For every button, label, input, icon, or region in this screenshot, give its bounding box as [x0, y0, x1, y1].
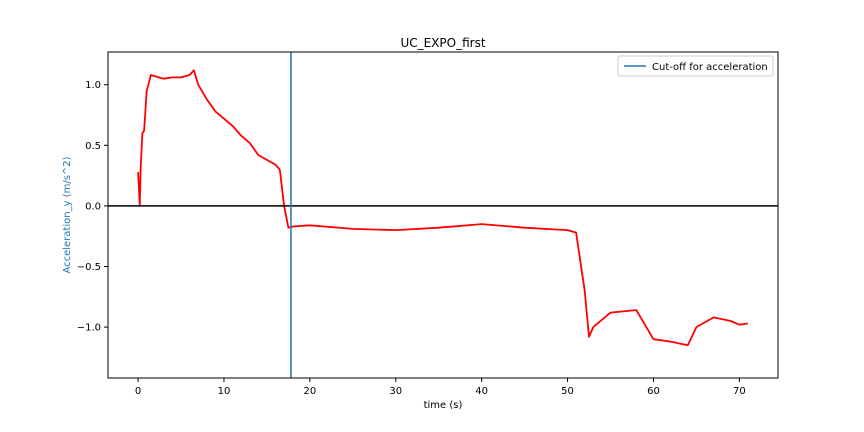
x-tick-label: 60 — [647, 386, 660, 397]
x-tick-label: 30 — [389, 386, 402, 397]
y-tick-label: 0.5 — [85, 141, 101, 152]
legend-label: Cut-off for acceleration — [652, 62, 768, 73]
x-tick-label: 70 — [733, 386, 746, 397]
x-tick-label: 0 — [135, 386, 141, 397]
plot-frame — [107, 51, 779, 379]
x-tick-label: 20 — [303, 386, 316, 397]
plot-area — [108, 52, 778, 378]
x-axis: 0 10 20 30 40 50 60 70 — [135, 378, 746, 397]
legend: Cut-off for acceleration — [617, 55, 774, 77]
y-axis-label: Acceleration_y (m/s^2) — [62, 156, 73, 273]
y-tick-label: 0.0 — [85, 201, 101, 212]
x-tick-label: 10 — [218, 386, 231, 397]
legend-box — [617, 55, 774, 77]
y-tick-label: 1.0 — [85, 80, 101, 91]
y-tick-label: −1.0 — [77, 323, 101, 334]
x-tick-label: 40 — [475, 386, 488, 397]
x-axis-label: time (s) — [424, 400, 463, 411]
x-tick-label: 50 — [561, 386, 574, 397]
y-axis: −1.0 −0.5 0.0 0.5 1.0 — [77, 80, 108, 334]
acceleration-series-line — [137, 69, 749, 347]
y-tick-label: −0.5 — [77, 262, 101, 273]
chart-title: UC_EXPO_first — [400, 36, 485, 50]
